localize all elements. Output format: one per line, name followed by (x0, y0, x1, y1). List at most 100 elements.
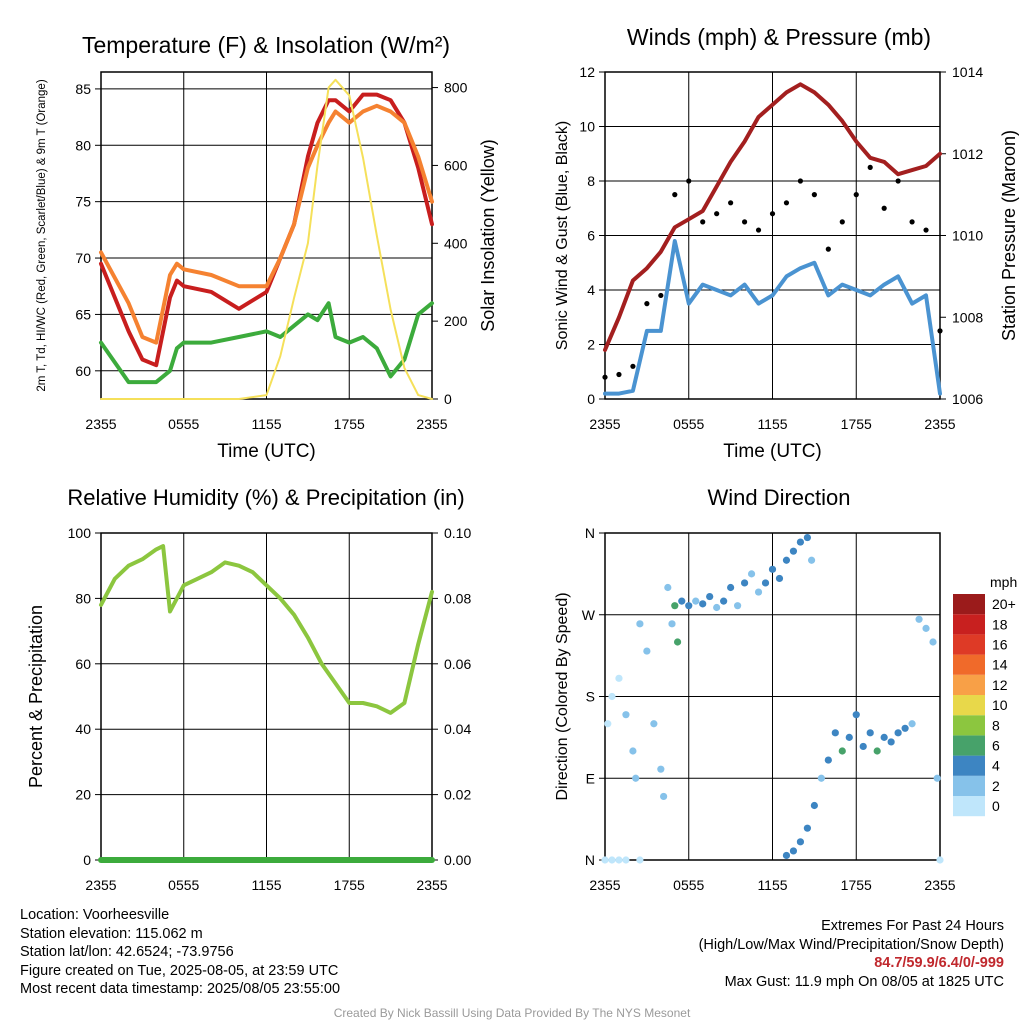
y-axis-label: Sonic Wind & Gust (Blue, Black) (554, 121, 571, 350)
direction-point (754, 588, 763, 596)
direction-point (901, 724, 909, 732)
x-tick-label: 2355 (416, 416, 447, 432)
direction-point (673, 638, 682, 646)
direction-point (632, 774, 640, 782)
y-tick-label: N (585, 852, 595, 868)
y-tick-label: 20 (75, 787, 91, 803)
x-tick-label: 1755 (334, 416, 365, 432)
direction-point (831, 729, 839, 737)
direction-point (929, 638, 937, 646)
y2-tick-label: 1008 (952, 309, 983, 325)
direction-point (692, 597, 700, 605)
direction-point (859, 742, 867, 751)
y-axis-label: 2m T, Td, HI/WC (Red, Green, Scarlet/Blu… (36, 79, 48, 391)
location-text: Location: Voorheesville (20, 907, 170, 923)
legend-swatch (953, 755, 985, 776)
legend-swatch (953, 735, 985, 756)
direction-point (873, 747, 881, 755)
direction-point (845, 733, 853, 741)
y-axis-label: Direction (Colored By Speed) (554, 592, 571, 800)
plot-frame (604, 71, 941, 400)
legend-label: 14 (992, 657, 1008, 673)
legend-title: mph (990, 574, 1017, 590)
direction-point (866, 729, 874, 737)
direction-point (604, 720, 612, 728)
y2-tick-label: 0.02 (444, 787, 471, 803)
series-line (603, 82, 942, 352)
legend-label: 10 (992, 697, 1008, 713)
direction-point (803, 533, 811, 542)
y-tick-label: 12 (579, 64, 595, 80)
y-tick-label: E (586, 770, 595, 786)
x-tick-label: 2355 (589, 416, 620, 432)
created-text: Figure created on Tue, 2025-08-05, at 23… (20, 962, 339, 979)
data-point (811, 192, 817, 198)
chart-title: Winds (mph) & Pressure (mb) (627, 24, 931, 50)
legend-swatch (953, 695, 985, 716)
x-tick-label: 1755 (841, 877, 872, 893)
direction-point (894, 729, 902, 737)
legend-label: 8 (992, 717, 1000, 733)
direction-point (657, 765, 665, 773)
plot-frame (604, 532, 941, 861)
chart-panel-4: Wind Direction 2355 0555 1155 1755 2355 N E S W N D… (554, 485, 956, 893)
y2-tick-label: 0.04 (444, 721, 471, 737)
y-tick-label: N (585, 525, 595, 541)
data-point (755, 227, 762, 233)
speed-legend: mph 0 2 4 6 8 10 12 14 16 18 20+ (953, 574, 1017, 817)
series-line (603, 239, 942, 396)
y2-axis-label: Solar Insolation (Yellow) (478, 139, 498, 331)
recent-text: Most recent data timestamp: 2025/08/05 2… (20, 981, 341, 997)
y-tick-label: 4 (587, 282, 595, 298)
y-tick-label: 85 (75, 81, 91, 97)
legend-swatch (953, 674, 985, 695)
direction-point (747, 570, 756, 578)
chart-panel-2: Winds (mph) & Pressure (mb) 2355 0555 1155 1… (554, 24, 1019, 462)
y2-tick-label: 1006 (952, 391, 983, 407)
y-tick-label: 70 (75, 250, 91, 266)
x-tick-label: 1155 (757, 877, 787, 893)
data-point (658, 292, 664, 299)
direction-point (622, 856, 630, 864)
y-tick-label: 6 (587, 228, 595, 244)
x-tick-label: 2355 (589, 877, 620, 893)
legend-label: 2 (992, 778, 1000, 794)
direction-point (796, 838, 805, 846)
direction-point (775, 574, 784, 583)
direction-point (880, 733, 888, 741)
data-point (644, 301, 650, 307)
y-tick-label: 0 (83, 852, 91, 868)
direction-point (615, 856, 623, 864)
direction-point (807, 556, 816, 564)
series-line (99, 301, 434, 385)
y2-tick-label: 400 (444, 235, 468, 251)
data-point (909, 219, 915, 225)
legend-label: 0 (992, 798, 1000, 814)
data-point (825, 246, 831, 252)
direction-point (789, 847, 798, 855)
legend-swatch (953, 715, 985, 736)
direction-point (650, 720, 658, 728)
direction-point (824, 756, 832, 764)
legend-label: 6 (992, 738, 1000, 754)
direction-point (908, 720, 916, 728)
series-line (100, 78, 433, 400)
data-point (923, 227, 929, 233)
series-line (99, 103, 434, 345)
legend-swatch (953, 654, 985, 675)
data-point (769, 211, 776, 217)
data-point (937, 328, 943, 334)
data-point (714, 211, 720, 217)
direction-point (643, 647, 651, 655)
y2-tick-label: 1014 (952, 64, 983, 80)
direction-point (768, 565, 777, 573)
direction-point (608, 856, 616, 864)
legend-swatch (953, 614, 985, 635)
x-tick-label: 0555 (673, 877, 704, 893)
y-axis-label: Percent & Precipitation (26, 605, 46, 788)
y-tick-label: 10 (579, 119, 595, 135)
data-point (797, 178, 804, 184)
y-tick-label: W (582, 607, 596, 623)
direction-point (720, 597, 728, 605)
